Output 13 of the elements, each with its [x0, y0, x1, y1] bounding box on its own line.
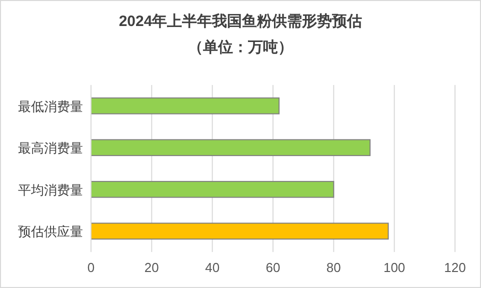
xtick: 0 [87, 260, 95, 275]
category: 平均消费量 [18, 182, 83, 198]
xtick: 20 [144, 260, 159, 275]
title: 2024年上半年我国鱼粉供需形势预估 [118, 13, 362, 30]
subtitle: （单位：万吨） [188, 39, 293, 56]
xtick: 80 [326, 260, 341, 275]
xtick: 60 [266, 260, 280, 275]
category: 最高消费量 [18, 140, 83, 156]
xtick: 100 [383, 260, 406, 275]
category: 预估供应量 [18, 224, 83, 240]
xtick: 40 [205, 260, 220, 275]
category: 最低消费量 [18, 98, 83, 114]
xtick: 120 [444, 260, 466, 275]
